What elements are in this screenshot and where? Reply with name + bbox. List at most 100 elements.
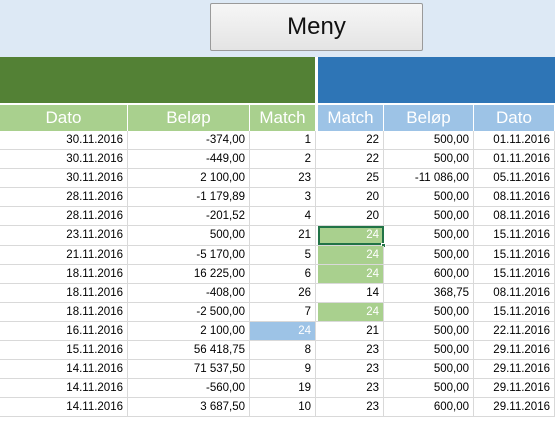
cell-match-left[interactable]: 24 xyxy=(250,321,316,341)
cell-dato-right[interactable]: 29.11.2016 xyxy=(474,398,555,417)
cell-match-right[interactable]: 24 xyxy=(318,226,386,248)
cell-dato-right[interactable]: 15.11.2016 xyxy=(474,302,555,321)
cell-match-left[interactable]: 6 xyxy=(250,264,316,283)
cell-dato-right[interactable]: 29.11.2016 xyxy=(474,360,555,379)
header-belop-right[interactable]: Beløp xyxy=(384,105,474,131)
cell-match-left[interactable]: 4 xyxy=(250,207,316,226)
cell-dato-left[interactable]: 14.11.2016 xyxy=(0,398,128,417)
cell-dato-right[interactable]: 15.11.2016 xyxy=(474,264,555,283)
cell-belop-right[interactable]: 500,00 xyxy=(384,150,474,169)
cell-dato-right[interactable]: 15.11.2016 xyxy=(474,226,555,245)
cell-match-left[interactable]: 5 xyxy=(250,245,316,264)
cell-belop-left[interactable]: 16 225,00 xyxy=(128,264,250,283)
cell-match-right[interactable]: 23 xyxy=(318,379,384,398)
cell-belop-left[interactable]: 2 100,00 xyxy=(128,169,250,188)
cell-match-left[interactable]: 23 xyxy=(250,169,316,188)
cell-match-right[interactable]: 23 xyxy=(318,341,384,360)
cell-match-right[interactable]: 21 xyxy=(318,321,384,341)
cell-dato-left[interactable]: 30.11.2016 xyxy=(0,131,128,150)
cell-dato-right[interactable]: 01.11.2016 xyxy=(474,150,555,169)
cell-match-right[interactable]: 24 xyxy=(318,264,384,283)
cell-match-left[interactable]: 19 xyxy=(250,379,316,398)
cell-belop-left[interactable]: 500,00 xyxy=(128,226,250,245)
cell-match-left[interactable]: 7 xyxy=(250,302,316,321)
cell-dato-right[interactable]: 08.11.2016 xyxy=(474,283,555,302)
cell-dato-right[interactable]: 05.11.2016 xyxy=(474,169,555,188)
cell-match-right[interactable]: 22 xyxy=(318,131,384,150)
cell-belop-left[interactable]: -5 170,00 xyxy=(128,245,250,264)
cell-match-right[interactable]: 24 xyxy=(318,302,384,321)
right-table-banner xyxy=(317,57,555,103)
cell-dato-left[interactable]: 30.11.2016 xyxy=(0,150,128,169)
meny-button[interactable]: Meny xyxy=(210,3,423,51)
cell-belop-left[interactable]: -408,00 xyxy=(128,283,250,302)
cell-belop-right[interactable]: 368,75 xyxy=(384,283,474,302)
cell-belop-left[interactable]: -201,52 xyxy=(128,207,250,226)
cell-dato-left[interactable]: 23.11.2016 xyxy=(0,226,128,245)
cell-dato-right[interactable]: 08.11.2016 xyxy=(474,188,555,207)
cell-dato-left[interactable]: 28.11.2016 xyxy=(0,207,128,226)
cell-match-left[interactable]: 9 xyxy=(250,360,316,379)
cell-match-left[interactable]: 8 xyxy=(250,341,316,360)
table-row: 30.11.2016 -449,00 2 22 500,00 01.11.2016 xyxy=(0,150,555,170)
cell-match-right[interactable]: 23 xyxy=(318,360,384,379)
cell-match-left[interactable]: 26 xyxy=(250,283,316,302)
cell-belop-right[interactable]: -11 086,00 xyxy=(384,169,474,188)
cell-match-right[interactable]: 20 xyxy=(318,188,384,207)
cell-belop-left[interactable]: 56 418,75 xyxy=(128,341,250,360)
cell-match-left[interactable]: 10 xyxy=(250,398,316,417)
cell-match-left[interactable]: 2 xyxy=(250,150,316,169)
table-row: 14.11.2016 71 537,50 9 23 500,00 29.11.2016 xyxy=(0,360,555,380)
cell-belop-left[interactable]: 2 100,00 xyxy=(128,321,250,341)
cell-match-right[interactable]: 14 xyxy=(318,283,384,302)
cell-dato-left[interactable]: 16.11.2016 xyxy=(0,321,128,341)
cell-dato-right[interactable]: 15.11.2016 xyxy=(474,245,555,264)
cell-match-right[interactable]: 24 xyxy=(318,245,384,264)
cell-belop-left[interactable]: 3 687,50 xyxy=(128,398,250,417)
cell-belop-left[interactable]: -374,00 xyxy=(128,131,250,150)
cell-match-left[interactable]: 3 xyxy=(250,188,316,207)
cell-belop-left[interactable]: -2 500,00 xyxy=(128,302,250,321)
cell-belop-right[interactable]: 500,00 xyxy=(384,207,474,226)
cell-dato-right[interactable]: 01.11.2016 xyxy=(474,131,555,150)
cell-dato-left[interactable]: 14.11.2016 xyxy=(0,379,128,398)
cell-dato-right[interactable]: 29.11.2016 xyxy=(474,379,555,398)
cell-match-left[interactable]: 21 xyxy=(250,226,316,245)
cell-match-right[interactable]: 25 xyxy=(318,169,384,188)
cell-dato-left[interactable]: 28.11.2016 xyxy=(0,188,128,207)
header-match-left[interactable]: Match xyxy=(250,105,316,131)
header-dato-right[interactable]: Dato xyxy=(474,105,555,131)
cell-match-right[interactable]: 20 xyxy=(318,207,384,226)
cell-dato-left[interactable]: 30.11.2016 xyxy=(0,169,128,188)
cell-belop-right[interactable]: 500,00 xyxy=(384,379,474,398)
cell-belop-left[interactable]: -449,00 xyxy=(128,150,250,169)
cell-belop-right[interactable]: 500,00 xyxy=(384,321,474,341)
header-belop-left[interactable]: Beløp xyxy=(128,105,250,131)
header-dato-left[interactable]: Dato xyxy=(0,105,128,131)
cell-belop-right[interactable]: 500,00 xyxy=(384,302,474,321)
cell-belop-right[interactable]: 500,00 xyxy=(384,341,474,360)
cell-dato-left[interactable]: 18.11.2016 xyxy=(0,283,128,302)
cell-match-left[interactable]: 1 xyxy=(250,131,316,150)
cell-dato-right[interactable]: 22.11.2016 xyxy=(474,321,555,341)
cell-dato-left[interactable]: 18.11.2016 xyxy=(0,302,128,321)
cell-dato-right[interactable]: 08.11.2016 xyxy=(474,207,555,226)
cell-belop-right[interactable]: 500,00 xyxy=(384,360,474,379)
cell-dato-right[interactable]: 29.11.2016 xyxy=(474,341,555,360)
cell-belop-right[interactable]: 500,00 xyxy=(384,131,474,150)
cell-belop-left[interactable]: 71 537,50 xyxy=(128,360,250,379)
cell-belop-right[interactable]: 500,00 xyxy=(384,226,474,245)
header-match-right[interactable]: Match xyxy=(318,105,384,131)
cell-match-right[interactable]: 23 xyxy=(318,398,384,417)
cell-dato-left[interactable]: 14.11.2016 xyxy=(0,360,128,379)
cell-belop-right[interactable]: 600,00 xyxy=(384,398,474,417)
cell-match-right[interactable]: 22 xyxy=(318,150,384,169)
cell-belop-left[interactable]: -560,00 xyxy=(128,379,250,398)
cell-belop-right[interactable]: 500,00 xyxy=(384,245,474,264)
cell-dato-left[interactable]: 15.11.2016 xyxy=(0,341,128,360)
cell-belop-left[interactable]: -1 179,89 xyxy=(128,188,250,207)
cell-belop-right[interactable]: 500,00 xyxy=(384,188,474,207)
cell-belop-right[interactable]: 600,00 xyxy=(384,264,474,283)
cell-dato-left[interactable]: 18.11.2016 xyxy=(0,264,128,283)
cell-dato-left[interactable]: 21.11.2016 xyxy=(0,245,128,264)
